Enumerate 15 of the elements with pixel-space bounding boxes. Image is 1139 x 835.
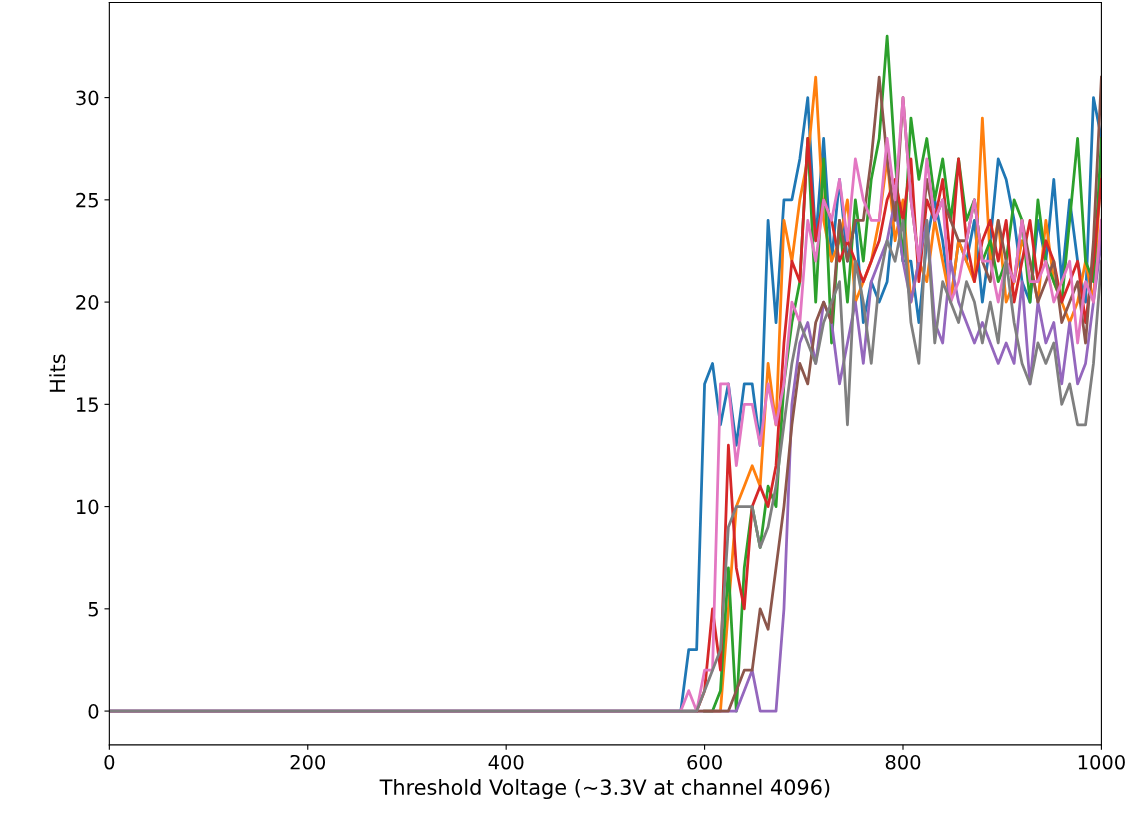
y-tick-label: 5: [88, 602, 98, 617]
y-tick-label: 25: [76, 192, 98, 208]
x-tick-label: 600: [687, 754, 722, 770]
x-tick-label: 1000: [1078, 754, 1125, 770]
y-tick-label: 20: [76, 295, 99, 310]
x-tick-label: 800: [885, 754, 921, 770]
y-tick-label: 15: [77, 397, 98, 412]
y-tick-label: 30: [76, 90, 99, 106]
x-axis-title: Threshold Voltage (~3.3V at channel 4096): [379, 778, 830, 800]
x-tick-label: 0: [104, 754, 115, 770]
x-tick-label: 400: [488, 754, 524, 770]
y-tick-label: 0: [88, 704, 99, 719]
y-axis-title: Hits: [49, 354, 66, 392]
y-tick-label: 10: [77, 499, 99, 515]
x-tick-label: 200: [290, 754, 326, 770]
